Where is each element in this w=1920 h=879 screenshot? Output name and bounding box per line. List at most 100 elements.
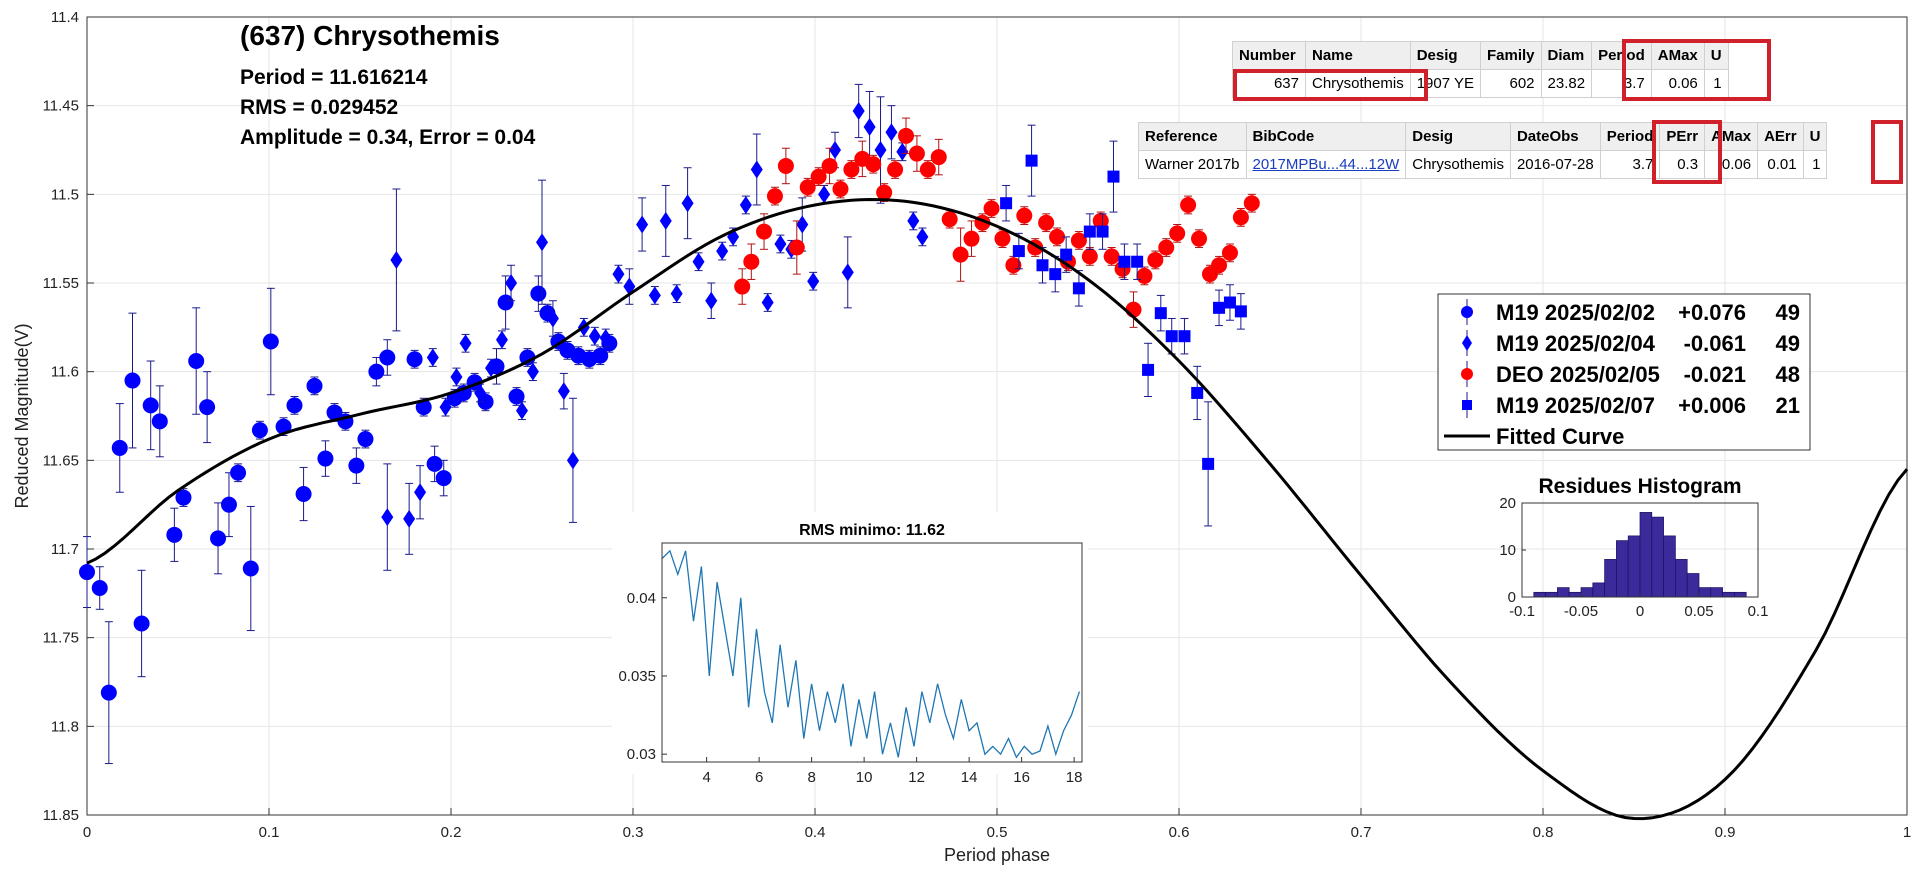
histogram-bar	[1734, 591, 1747, 598]
data-point	[1221, 244, 1238, 261]
data-point	[459, 334, 472, 353]
data-point	[874, 141, 887, 159]
histogram-y-tick-label: 20	[1499, 495, 1516, 512]
table-cell: Chrysothemis	[1405, 150, 1511, 179]
table-cell: 0.3	[1659, 150, 1706, 179]
table-header: Diam	[1540, 41, 1593, 70]
histogram-x-tick-label: 0	[1636, 603, 1644, 620]
data-point	[829, 141, 842, 159]
data-point	[1169, 225, 1186, 242]
table-cell: 602	[1479, 69, 1542, 98]
histogram-bar	[1663, 535, 1676, 598]
data-point	[898, 127, 914, 144]
inset-y-tick-label: 0.03	[627, 746, 656, 763]
table-header: Desig	[1409, 41, 1481, 70]
table-cell: Chrysothemis	[1305, 69, 1411, 98]
data-point	[515, 401, 528, 420]
y-tick-label: 11.45	[43, 98, 79, 115]
inset-x-tick-label: 16	[1013, 769, 1030, 786]
data-point	[1083, 225, 1096, 238]
table-header: U	[1802, 122, 1828, 151]
data-point	[941, 211, 958, 228]
x-tick-label: 0.8	[1533, 824, 1554, 841]
data-point	[79, 564, 95, 581]
data-point	[1049, 228, 1066, 245]
data-point	[111, 439, 128, 456]
data-point	[761, 293, 774, 312]
legend-fitted-label: Fitted Curve	[1496, 424, 1624, 449]
data-point	[1060, 248, 1073, 261]
data-point	[810, 168, 827, 185]
data-point	[1180, 196, 1197, 213]
histogram-x-tick-label: 0.05	[1684, 603, 1713, 620]
x-tick-label: 0.9	[1715, 824, 1736, 841]
table-header: AMax	[1704, 122, 1759, 151]
table-header: Desig	[1405, 122, 1511, 151]
histogram-bar	[1675, 559, 1688, 598]
data-point	[930, 149, 947, 166]
data-point	[916, 227, 929, 246]
data-point	[199, 399, 216, 416]
data-point	[1036, 259, 1049, 272]
data-point	[414, 483, 427, 502]
legend-label: DEO 2025/02/05	[1496, 362, 1660, 387]
x-tick-label: 0.7	[1351, 824, 1372, 841]
data-point	[1136, 267, 1153, 284]
histogram-x-tick-label: -0.1	[1509, 603, 1535, 620]
data-point	[379, 349, 396, 366]
data-point	[1158, 239, 1175, 256]
data-point	[124, 372, 141, 389]
x-tick-label: 0.4	[805, 824, 826, 841]
main-plot: 0 0.1 0.2 0.3 0.4 0.5 0.6 0.7 0.8 0.9 111.411.4511…	[12, 9, 1911, 865]
legend-offset: +0.006	[1678, 393, 1746, 418]
histogram-x-tick-label: 0.1	[1748, 603, 1769, 620]
inset-y-tick-label: 0.035	[618, 668, 656, 685]
histogram-bar	[1580, 587, 1594, 598]
legend-frame	[1437, 293, 1811, 451]
plot-title: (637) Chrysothemis	[240, 20, 500, 51]
data-point	[286, 397, 303, 414]
data-point	[599, 328, 612, 347]
y-tick-label: 11.6	[51, 364, 79, 381]
data-point	[1131, 255, 1144, 268]
data-point	[821, 157, 838, 174]
legend-count: 21	[1776, 393, 1800, 418]
data-point	[648, 286, 661, 305]
histogram-bar	[1592, 582, 1605, 598]
data-point	[1234, 305, 1247, 318]
legend-offset: -0.061	[1684, 331, 1746, 356]
data-point	[1096, 225, 1109, 238]
bibcode-link[interactable]: 2017MPBu...44...12W	[1245, 150, 1407, 179]
data-point	[1107, 170, 1120, 183]
table-cell: 23.82	[1540, 69, 1593, 98]
data-point	[1243, 195, 1260, 212]
x-tick-label: 0.6	[1169, 824, 1190, 841]
data-point	[983, 200, 1000, 217]
data-point	[592, 347, 609, 364]
data-point	[659, 211, 672, 230]
table-header: Family	[1479, 41, 1542, 70]
data-point	[1191, 386, 1204, 399]
data-point	[1049, 268, 1062, 281]
legend-label: M19 2025/02/02	[1496, 300, 1655, 325]
table-cell: 1	[1802, 150, 1828, 179]
table-header: DateObs	[1509, 122, 1601, 151]
inset-x-tick-label: 10	[856, 769, 873, 786]
amplitude-text: Amplitude = 0.34, Error = 0.04	[240, 126, 536, 149]
data-point	[435, 470, 452, 487]
table-row: Warner 2017b 2017MPBu...44...12W Chrysot…	[1138, 150, 1828, 179]
data-point	[526, 362, 539, 381]
data-point	[716, 242, 729, 261]
inset-x-tick-label: 18	[1066, 769, 1083, 786]
data-point	[807, 272, 820, 291]
y-tick-label: 11.55	[43, 275, 79, 292]
data-point	[1147, 251, 1164, 268]
data-point	[1232, 209, 1249, 226]
data-point	[220, 496, 237, 513]
data-point	[908, 145, 925, 162]
histogram-bar	[1568, 591, 1582, 598]
data-point	[743, 253, 760, 270]
table-cell: 3.7	[1591, 69, 1652, 98]
data-point	[670, 284, 683, 303]
data-point	[390, 250, 403, 269]
